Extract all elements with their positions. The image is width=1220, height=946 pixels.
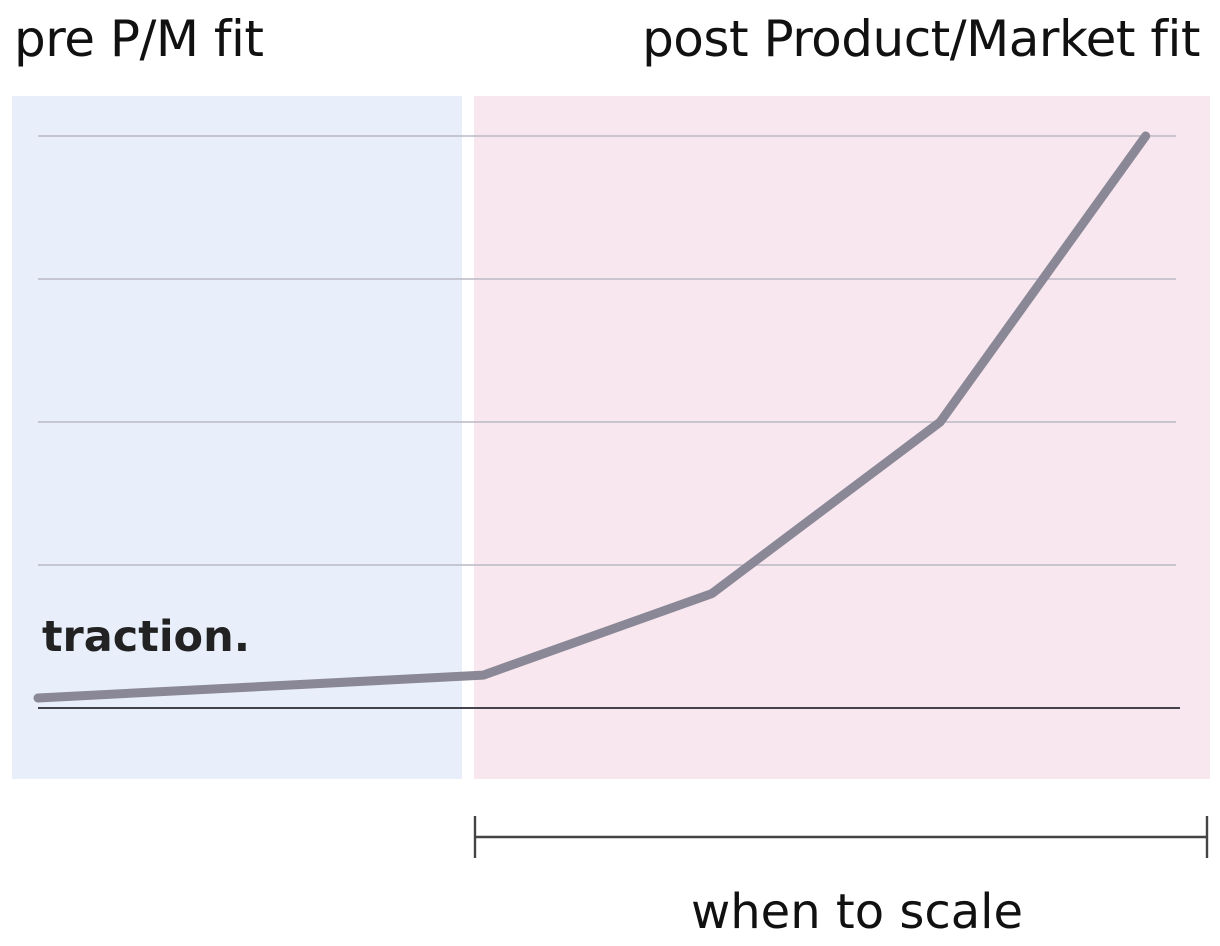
pre-fit-heading: pre P/M fit [14, 10, 264, 68]
series-label: traction. [42, 612, 250, 662]
scale-bracket: when to scale [473, 816, 1209, 940]
series-layer: traction. [33, 131, 1151, 703]
gridlines [38, 135, 1176, 566]
pre-fit-region [12, 96, 462, 779]
bracket-label: when to scale [691, 884, 1023, 940]
post-fit-heading: post Product/Market fit [642, 10, 1200, 68]
region-backgrounds [12, 96, 1210, 779]
